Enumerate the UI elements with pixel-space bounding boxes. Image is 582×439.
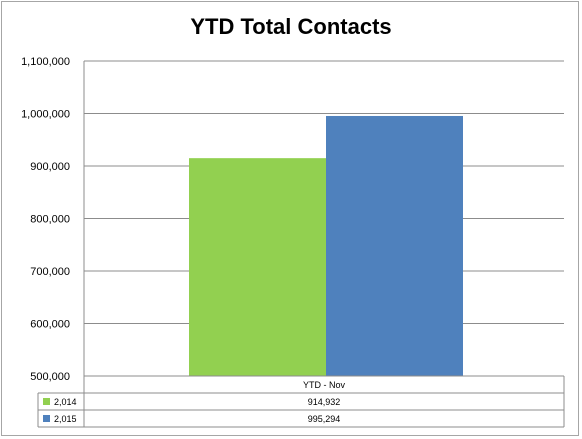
y-tick-label: 500,000: [30, 371, 70, 383]
bar-2015: [326, 115, 463, 377]
data-label: 995,294: [308, 414, 341, 424]
y-tick-label: 1,000,000: [21, 109, 70, 121]
chart-title: YTD Total Contacts: [190, 14, 392, 39]
y-tick-label: 800,000: [30, 214, 70, 226]
legend-label: 2,015: [54, 414, 77, 424]
legend-key: [43, 415, 50, 422]
y-tick-label: 700,000: [30, 266, 70, 278]
legend-label: 2,014: [54, 397, 77, 407]
y-tick-label: 1,100,000: [21, 56, 70, 68]
y-tick-label: 900,000: [30, 161, 70, 173]
data-label: 914,932: [308, 397, 341, 407]
category-label: YTD - Nov: [303, 380, 346, 390]
legend-key: [43, 398, 50, 405]
y-tick-label: 600,000: [30, 319, 70, 331]
bar-2014: [189, 158, 326, 376]
